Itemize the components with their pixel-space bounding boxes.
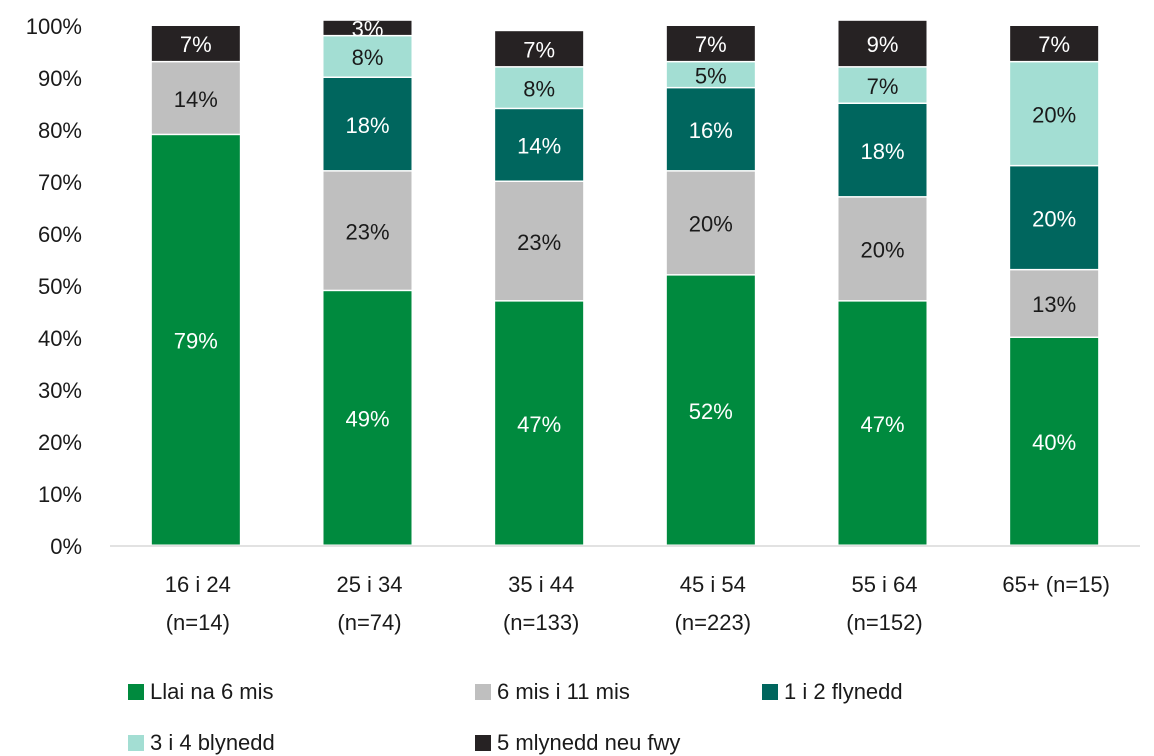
data-label: 20% bbox=[860, 238, 904, 263]
x-category-label: (n=14) bbox=[166, 610, 230, 635]
x-category-label: 35 i 44 bbox=[508, 572, 574, 597]
y-tick-label: 30% bbox=[38, 378, 82, 403]
bar-segment bbox=[666, 171, 755, 275]
bar-segment bbox=[323, 36, 412, 77]
data-label: 8% bbox=[352, 45, 384, 70]
data-label: 23% bbox=[345, 219, 389, 244]
data-label: 40% bbox=[1032, 430, 1076, 455]
data-label: 14% bbox=[174, 87, 218, 112]
bar-segment bbox=[1010, 338, 1099, 545]
x-category-label: 45 i 54 bbox=[680, 572, 746, 597]
y-tick-label: 40% bbox=[38, 326, 82, 351]
bar-segment bbox=[1010, 62, 1099, 165]
bar-segment bbox=[323, 171, 412, 290]
x-category-label: 65+ (n=15) bbox=[1002, 572, 1110, 597]
bar-segment bbox=[666, 62, 755, 87]
data-label: 79% bbox=[174, 329, 218, 354]
bar-segment bbox=[151, 62, 240, 134]
bar-segment bbox=[838, 67, 927, 103]
bar-segment bbox=[838, 197, 927, 301]
bar-segment bbox=[151, 135, 240, 545]
data-label: 18% bbox=[860, 139, 904, 164]
y-tick-label: 80% bbox=[38, 118, 82, 143]
x-category-label: (n=152) bbox=[846, 610, 922, 635]
y-tick-label: 20% bbox=[38, 430, 82, 455]
bar-segment bbox=[666, 26, 755, 61]
y-tick-label: 60% bbox=[38, 222, 82, 247]
y-tick-label: 10% bbox=[38, 482, 82, 507]
x-category-label: 55 i 64 bbox=[851, 572, 917, 597]
data-label: 3% bbox=[352, 17, 384, 42]
data-label: 7% bbox=[1038, 32, 1070, 57]
y-tick-label: 90% bbox=[38, 66, 82, 91]
x-category-label: 16 i 24 bbox=[165, 572, 231, 597]
bar-segment bbox=[666, 275, 755, 545]
data-label: 52% bbox=[689, 399, 733, 424]
bar-segment bbox=[838, 20, 927, 67]
x-category-label: (n=223) bbox=[675, 610, 751, 635]
x-axis: 16 i 24 (n=14) 25 i 34 (n=74) 35 i 44 (n=133)… bbox=[110, 545, 1140, 635]
data-label: 49% bbox=[345, 407, 389, 432]
data-label: 18% bbox=[345, 113, 389, 138]
data-label: 23% bbox=[517, 230, 561, 255]
data-label: 47% bbox=[860, 412, 904, 437]
bar-segment bbox=[495, 31, 584, 67]
data-label: 20% bbox=[689, 212, 733, 237]
data-label: 14% bbox=[517, 134, 561, 159]
data-label: 7% bbox=[180, 32, 212, 57]
x-category-label: (n=133) bbox=[503, 610, 579, 635]
bar-segment bbox=[838, 301, 927, 545]
data-label: 7% bbox=[523, 37, 555, 62]
data-label: 13% bbox=[1032, 292, 1076, 317]
data-label: 9% bbox=[867, 32, 899, 57]
x-category-label: (n=74) bbox=[337, 610, 401, 635]
data-label: 5% bbox=[695, 63, 727, 88]
bar-segment bbox=[495, 301, 584, 545]
y-axis: 0% 10% 20% 30% 40% 50% 60% 70% 80% 90% 100% bbox=[26, 14, 82, 559]
bar-segment bbox=[323, 78, 412, 171]
data-label: 7% bbox=[867, 74, 899, 99]
bar-segment bbox=[495, 182, 584, 301]
bar-segment bbox=[666, 88, 755, 171]
bar-segment bbox=[495, 109, 584, 181]
x-category-label: 25 i 34 bbox=[336, 572, 402, 597]
data-label: 7% bbox=[695, 32, 727, 57]
y-tick-label: 70% bbox=[38, 170, 82, 195]
bar-segment bbox=[323, 20, 412, 35]
bar-segment bbox=[495, 67, 584, 108]
y-tick-label: 0% bbox=[50, 534, 82, 559]
data-label: 16% bbox=[689, 118, 733, 143]
data-label: 8% bbox=[523, 76, 555, 101]
bar-segment bbox=[151, 26, 240, 61]
bar-segment bbox=[838, 104, 927, 197]
bar-segment bbox=[1010, 26, 1099, 61]
bars: 79% 14% 7% 49% 23% 18% 8% 3% 47% 23% 14% 8% 7% 52% 20%… bbox=[151, 17, 1099, 545]
bar-segment bbox=[1010, 270, 1099, 337]
data-label: 47% bbox=[517, 412, 561, 437]
data-label: 20% bbox=[1032, 206, 1076, 231]
y-tick-label: 100% bbox=[26, 14, 82, 39]
bar-segment bbox=[323, 291, 412, 545]
bar-segment bbox=[1010, 166, 1099, 269]
y-tick-label: 50% bbox=[38, 274, 82, 299]
data-label: 20% bbox=[1032, 102, 1076, 127]
